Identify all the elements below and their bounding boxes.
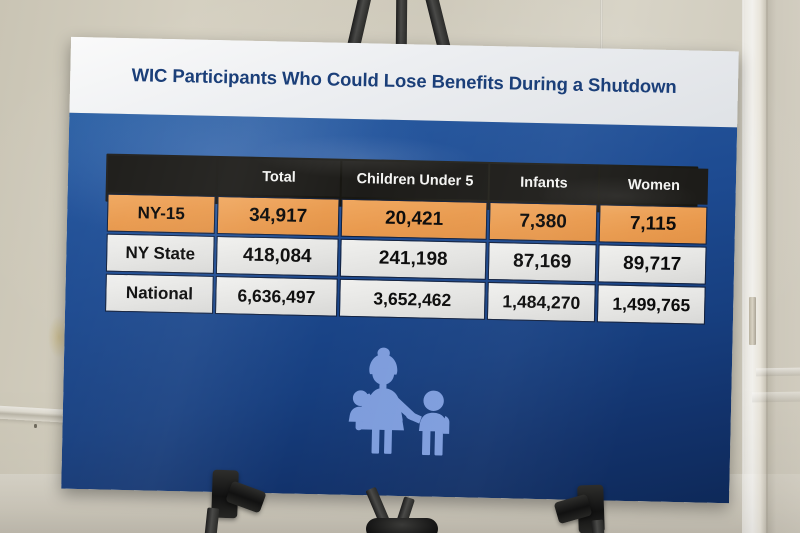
- cell-ny15-children: 20,421: [340, 198, 488, 240]
- cell-national-children: 3,652,462: [338, 278, 486, 320]
- cell-nystate-total: 418,084: [215, 235, 339, 277]
- wall-nail-hole: [34, 424, 37, 428]
- door-strike-plate: [749, 297, 756, 345]
- column-header-infants: Infants: [489, 163, 599, 203]
- cell-nystate-children: 241,198: [339, 238, 487, 280]
- poster-board: WIC Participants Who Could Lose Benefits…: [61, 36, 739, 504]
- table-corner-cell: [107, 155, 217, 194]
- cell-ny15-women: 7,115: [598, 204, 708, 245]
- cell-nystate-infants: 87,169: [487, 241, 597, 283]
- easel-leg-front-left: [204, 507, 220, 533]
- cell-nystate-women: 89,717: [597, 244, 707, 285]
- door-jamb: [742, 0, 768, 533]
- column-header-children-under-5: Children Under 5: [341, 160, 489, 200]
- wic-benefits-table: Total Children Under 5 Infants Women NY-…: [103, 154, 710, 327]
- mother-with-infant-and-child-icon: [337, 343, 457, 458]
- easel-foot-center: [366, 518, 438, 533]
- column-header-women: Women: [599, 166, 709, 205]
- cell-national-women: 1,499,765: [596, 284, 706, 325]
- door-panel: [766, 0, 800, 533]
- cell-ny15-infants: 7,380: [488, 201, 598, 243]
- row-label-national: National: [105, 273, 214, 314]
- easel-leg-front-right: [591, 519, 605, 533]
- row-label-ny-state: NY State: [105, 233, 215, 274]
- column-header-total: Total: [217, 158, 341, 197]
- cell-national-infants: 1,484,270: [486, 281, 596, 323]
- cell-ny15-total: 34,917: [216, 196, 340, 237]
- cell-national-total: 6,636,497: [214, 275, 338, 317]
- row-label-ny-15: NY-15: [106, 193, 216, 234]
- table-body: NY-15 34,917 20,421 7,380 7,115 NY State…: [105, 193, 708, 325]
